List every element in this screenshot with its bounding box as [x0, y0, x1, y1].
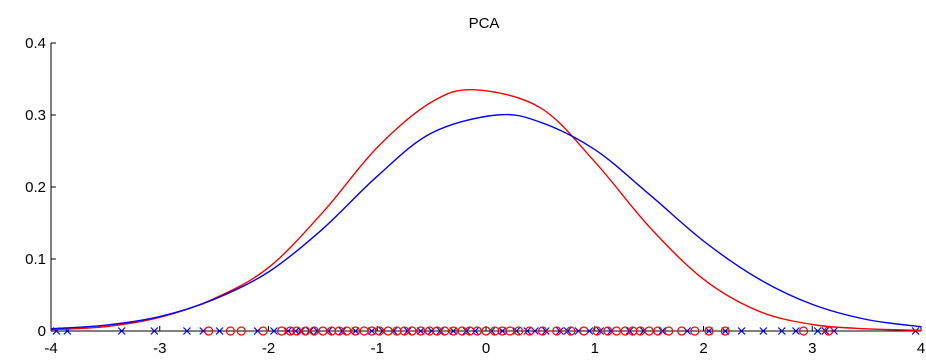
y-tick-label: 0 [38, 323, 46, 340]
data-point-o-marker [300, 326, 311, 336]
x-tick-label: -1 [371, 340, 384, 357]
data-point-o-marker [635, 326, 646, 336]
data-point-x-marker [911, 327, 920, 335]
data-point-o-marker [566, 326, 576, 336]
data-point-x-marker [523, 327, 532, 335]
data-point-x-marker [792, 327, 800, 335]
x-tick-label: -4 [44, 340, 57, 357]
data-point-x-marker [737, 327, 746, 335]
data-point-o-marker [258, 326, 268, 336]
data-point-o-marker [537, 326, 548, 336]
data-point-o-marker [448, 326, 458, 336]
data-point-o-marker [592, 326, 602, 336]
data-point-o-marker [677, 326, 687, 336]
data-point-o-marker [798, 326, 809, 336]
series-line-blue [50, 113, 922, 330]
data-point-o-marker [416, 326, 426, 336]
data-point-o-marker [318, 326, 328, 336]
data-point-o-marker [704, 326, 714, 336]
data-point-x-marker [215, 327, 224, 335]
data-point-o-marker [720, 326, 730, 336]
series-line-red [50, 88, 922, 331]
data-point-x-marker [541, 327, 550, 335]
x-tick-label: 4 [917, 340, 925, 357]
data-point-x-marker [449, 327, 458, 335]
data-point-x-marker [117, 327, 126, 335]
data-point-x-marker [821, 327, 830, 335]
plot-area: 0 0.1 0.2 0.3 0.4 -4 -3 -2 -1 0 1 2 3 4 [25, 35, 925, 357]
data-point-x-marker [777, 327, 786, 335]
data-point-o-marker [383, 326, 393, 336]
data-point-o-marker [309, 326, 319, 336]
data-point-o-marker [236, 326, 246, 336]
data-point-x-marker [596, 327, 605, 335]
data-point-o-marker [350, 326, 361, 336]
data-point-o-marker [611, 326, 622, 336]
data-point-o-marker [225, 326, 236, 336]
data-point-o-marker [664, 326, 674, 336]
data-point-x-marker [150, 327, 159, 335]
chart-title: PCA [469, 15, 500, 32]
y-tick-label: 0.2 [25, 179, 46, 196]
data-point-o-marker [505, 326, 515, 336]
data-point-x-marker [367, 327, 376, 335]
data-point-o-marker [644, 326, 654, 336]
x-tick-label: 0 [482, 340, 490, 357]
data-point-o-marker [552, 326, 562, 336]
data-point-x-marker [351, 327, 360, 335]
x-tick-label: 3 [808, 340, 816, 357]
data-point-o-marker [514, 326, 524, 336]
data-point-o-marker [292, 326, 302, 336]
data-point-o-marker [407, 326, 417, 336]
data-point-x-marker [270, 327, 278, 335]
data-point-x-marker [556, 327, 564, 335]
x-tick-label: 2 [699, 340, 707, 357]
data-point-x-marker [284, 327, 292, 335]
data-point-o-marker [342, 326, 352, 336]
x-tick-label: -2 [262, 340, 275, 357]
data-point-o-marker [690, 326, 700, 336]
data-point-o-marker [374, 326, 385, 336]
data-point-o-marker [481, 326, 491, 336]
x-tick-label: -3 [153, 340, 166, 357]
data-point-o-marker [472, 326, 482, 336]
data-point-x-marker [512, 327, 521, 335]
data-point-x-marker [759, 327, 768, 335]
x-tick-label: 1 [591, 340, 599, 357]
data-point-o-marker [204, 326, 214, 336]
data-point-x-marker [183, 327, 191, 335]
data-point-o-marker [276, 326, 287, 336]
data-point-x-marker [563, 327, 572, 335]
data-point-x-marker [498, 327, 507, 335]
y-tick-label: 0.1 [25, 251, 46, 268]
y-tick-label: 0.3 [25, 107, 46, 124]
data-point-o-marker [285, 326, 295, 336]
data-point-x-marker [721, 327, 730, 335]
data-point-x-marker [813, 327, 822, 335]
data-point-o-marker [653, 326, 663, 336]
y-tick-label: 0.4 [25, 35, 46, 52]
data-point-x-marker [416, 327, 425, 335]
data-point-x-marker [705, 327, 713, 335]
data-point-o-marker [524, 326, 535, 336]
data-point-o-marker [440, 326, 450, 336]
data-point-o-marker [579, 326, 589, 336]
data-point-o-marker [603, 326, 613, 336]
